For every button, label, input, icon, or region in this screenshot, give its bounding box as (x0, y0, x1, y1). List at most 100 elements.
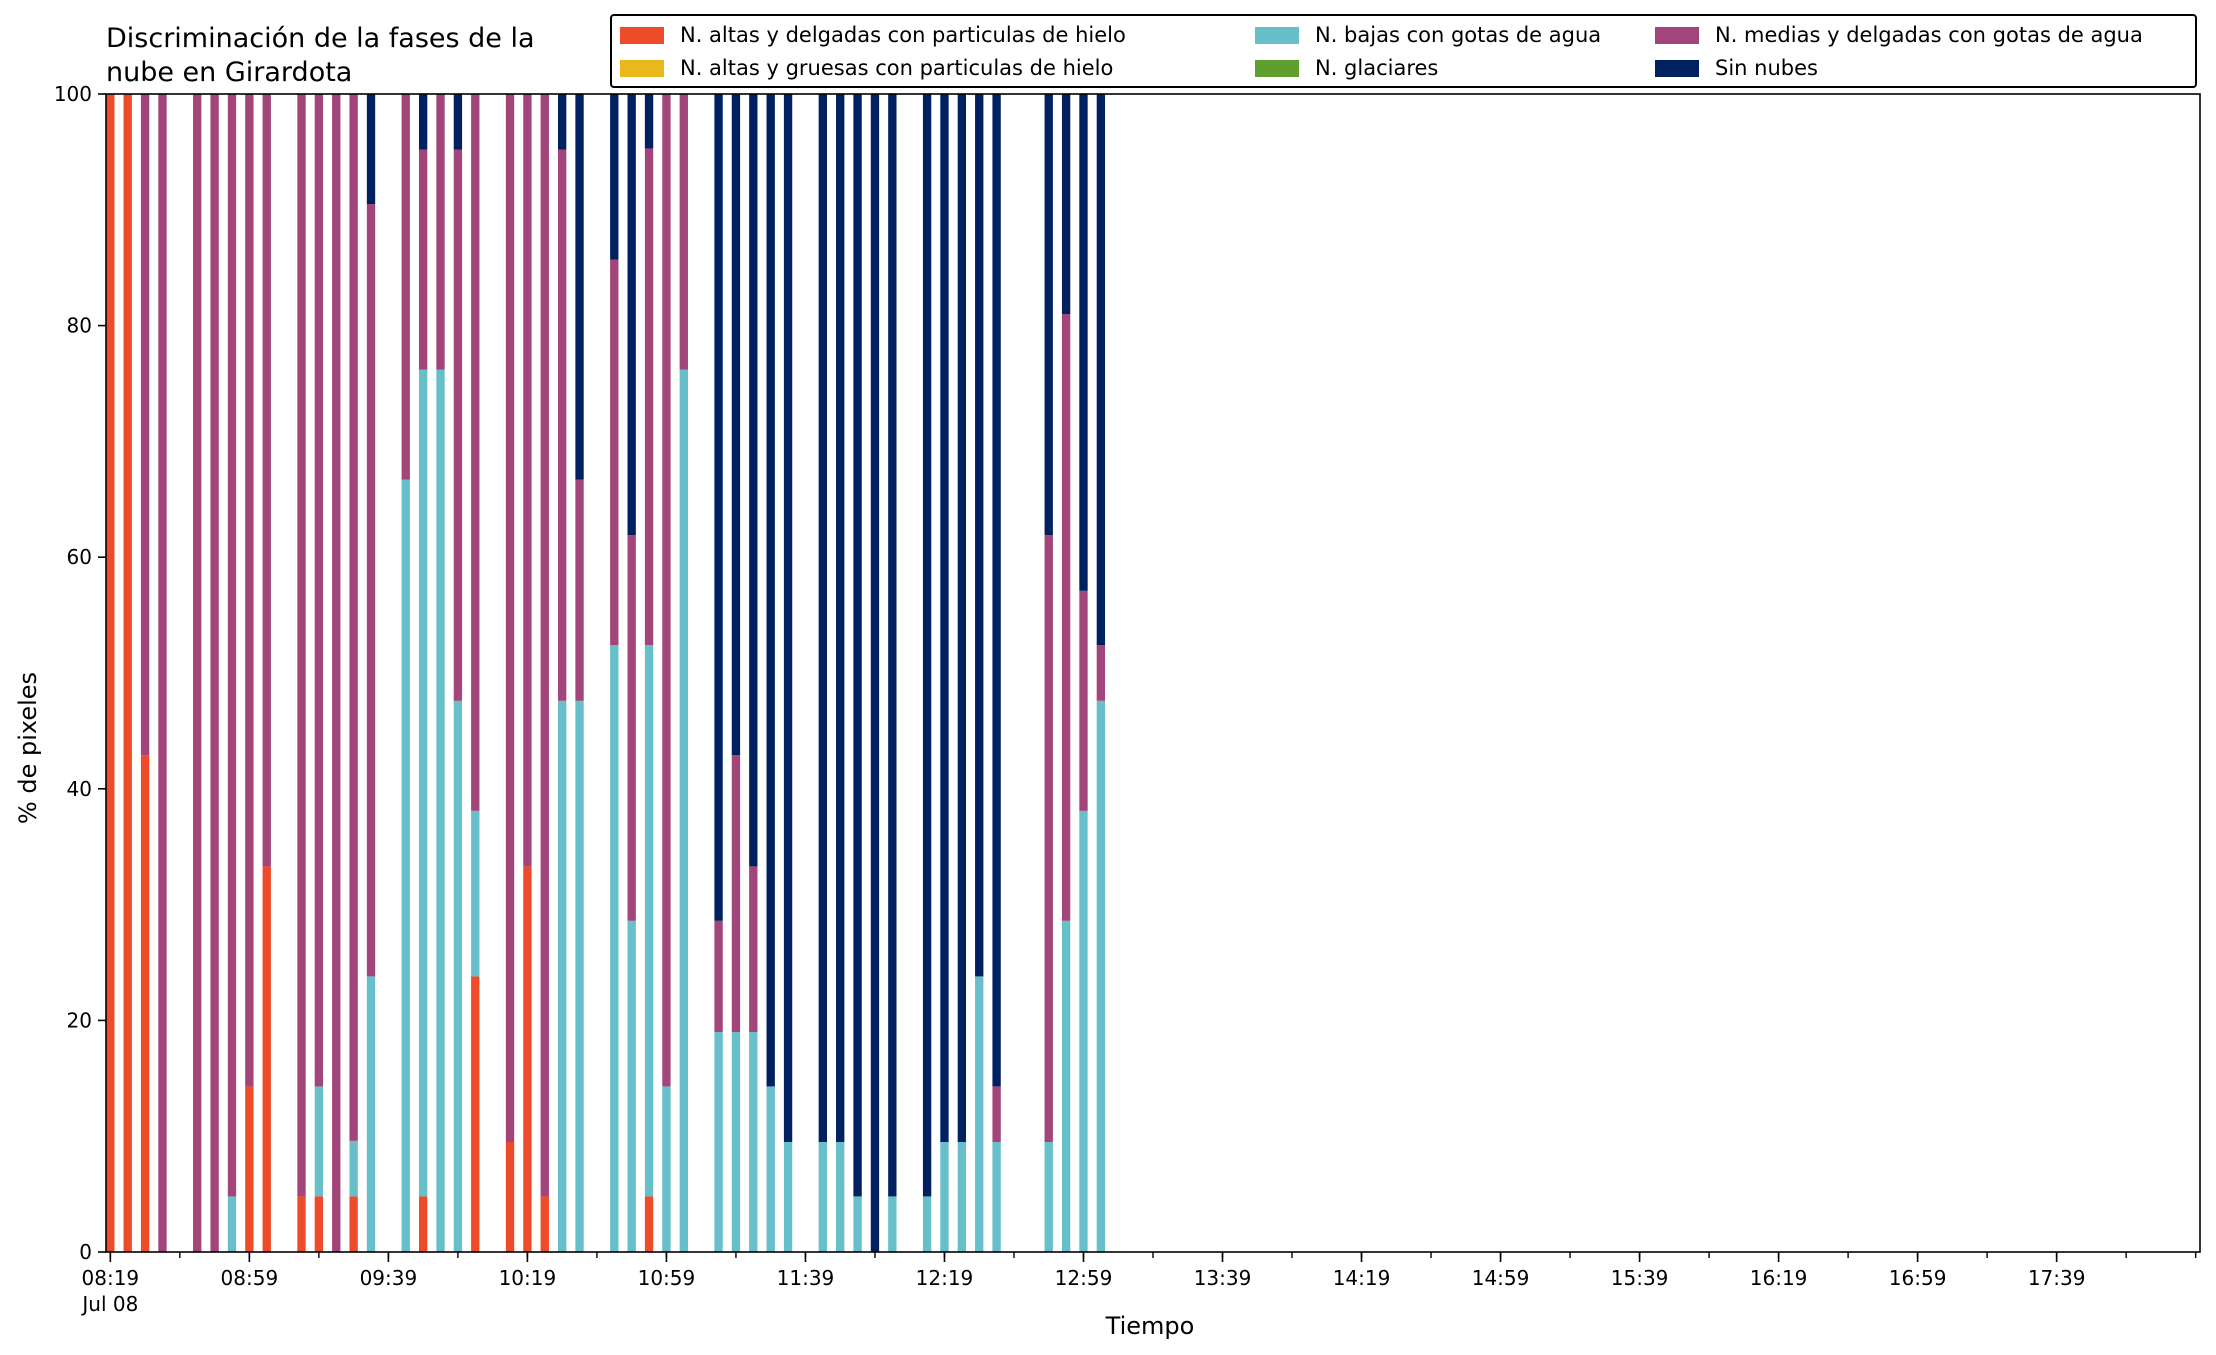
bar-segment-sin-nubes-1219 (940, 94, 949, 1142)
bar-segment-bajas-0919 (314, 1086, 324, 1197)
bar-segment-medias-1029 (557, 149, 567, 701)
legend-item-altas-gruesas: N. altas y gruesas con particulas de hie… (620, 53, 1113, 83)
bar-segment-bajas-1254 (1061, 920, 1071, 1252)
bar-segment-sin-nubes-1254 (1061, 94, 1071, 315)
bar-segment-sin-nubes-1234 (992, 94, 1001, 1087)
chart-title-line-1: Discriminación de la fases de la (106, 23, 535, 54)
bar-segment-bajas-1129 (766, 1086, 775, 1252)
bar-segment-altas-delgadas-0824 (123, 94, 132, 1252)
bar-segment-bajas-0954 (436, 369, 445, 1253)
bar-segment-medias-1104 (679, 94, 688, 370)
bar-segment-bajas-1059 (662, 1086, 671, 1252)
bar-segment-medias-1049 (627, 535, 636, 921)
chart-title: Discriminación de la fases de la nube en… (106, 22, 626, 90)
y-tick-label-80: 80 (67, 314, 92, 338)
x-tick-label-0819: 08:19 (82, 1266, 140, 1290)
bar-segment-sin-nubes-1044 (610, 94, 619, 260)
bar-segment-sin-nubes-1149 (836, 94, 845, 1142)
bar-segment-medias-0919 (314, 94, 324, 1087)
bar-segment-bajas-0929 (349, 1140, 358, 1197)
bar-segment-altas-delgadas-0829 (140, 755, 150, 1252)
legend-label-altas-gruesas: N. altas y gruesas con particulas de hie… (680, 56, 1114, 80)
bar-segment-sin-nubes-1304 (1096, 94, 1106, 646)
bar-segment-medias-0849 (210, 94, 219, 1252)
x-tick-label-1419: 14:19 (1333, 1266, 1391, 1290)
legend-swatch-sin-nubes (1655, 59, 1699, 77)
x-tick-label-1339: 13:39 (1194, 1266, 1252, 1290)
bar-segment-sin-nubes-1049 (627, 94, 636, 536)
legend-label-sin-nubes: Sin nubes (1715, 56, 1818, 80)
bar-segment-sin-nubes-1134 (783, 94, 793, 1142)
bar-segment-altas-delgadas-0904 (262, 866, 271, 1252)
bar-segment-sin-nubes-1114 (714, 94, 723, 921)
bar-segment-altas-delgadas-1054 (644, 1196, 654, 1252)
bar-segment-bajas-1219 (940, 1141, 949, 1252)
bar-segment-medias-1124 (749, 866, 758, 1032)
bar-segment-bajas-1124 (749, 1031, 758, 1252)
bar-segment-bajas-1029 (557, 700, 567, 1252)
chart-legend: N. altas y delgadas con particulas de hi… (610, 14, 2197, 88)
bar-segment-altas-delgadas-1014 (505, 1141, 515, 1252)
bar-segment-altas-delgadas-0919 (314, 1196, 324, 1252)
bar-segment-sin-nubes-1204 (888, 94, 897, 1197)
bar-segment-sin-nubes-0934 (366, 94, 376, 205)
bar-segment-sin-nubes-1214 (922, 94, 932, 1197)
bar-segment-bajas-1214 (922, 1196, 932, 1252)
bar-segment-bajas-1054 (644, 645, 654, 1197)
bar-segment-altas-delgadas-0859 (245, 1086, 254, 1252)
bar-segment-medias-0929 (349, 94, 358, 1141)
bar-segment-medias-0904 (262, 94, 271, 867)
bar-segment-sin-nubes-0949 (418, 94, 428, 150)
bar-segment-bajas-1114 (714, 1031, 723, 1252)
legend-item-sin-nubes: Sin nubes (1655, 53, 1818, 83)
y-tick-label-20: 20 (67, 1008, 92, 1032)
bar-segment-medias-1119 (731, 755, 741, 1032)
legend-label-medias: N. medias y delgadas con gotas de agua (1715, 23, 2143, 47)
bar-segment-medias-1114 (714, 920, 723, 1032)
bar-segment-medias-1254 (1061, 314, 1071, 921)
bar-segment-bajas-1149 (836, 1141, 845, 1252)
bar-segment-medias-1059 (662, 94, 671, 1087)
y-tick-label-100: 100 (54, 82, 92, 106)
bar-segment-medias-1234 (992, 1086, 1001, 1142)
bar-segment-medias-0834 (158, 94, 167, 1252)
x-tick-label-0859: 08:59 (221, 1266, 279, 1290)
bar-segment-bajas-0854 (227, 1196, 237, 1252)
x-tick-label-1139: 11:39 (777, 1266, 835, 1290)
bar-segment-medias-0859 (245, 94, 254, 1087)
bar-segment-bajas-1234 (992, 1141, 1001, 1252)
bar-segment-sin-nubes-1144 (818, 94, 827, 1142)
bar-segment-medias-1014 (505, 94, 515, 1142)
bar-segment-medias-1024 (540, 94, 549, 1197)
bar-segment-altas-delgadas-0949 (418, 1196, 428, 1252)
x-tick-label-1459: 14:59 (1472, 1266, 1530, 1290)
bar-segment-bajas-1144 (818, 1141, 827, 1252)
x-tick-label-1059: 10:59 (638, 1266, 696, 1290)
bar-segment-altas-delgadas-1024 (540, 1196, 549, 1252)
legend-label-bajas: N. bajas con gotas de agua (1315, 23, 1602, 47)
bar-segment-altas-delgadas-1004 (471, 976, 480, 1252)
legend-swatch-altas-delgadas (620, 26, 664, 44)
x-tick-label-1019: 10:19 (499, 1266, 557, 1290)
bar-segment-medias-1249 (1044, 535, 1053, 1142)
y-tick-label-0: 0 (79, 1240, 92, 1264)
bar-segment-medias-0944 (401, 94, 410, 480)
legend-item-altas-delgadas: N. altas y delgadas con particulas de hi… (620, 20, 1126, 50)
y-tick-label-60: 60 (67, 545, 92, 569)
bar-segment-medias-0934 (366, 204, 376, 977)
bar-segment-medias-1034 (575, 479, 584, 701)
x-tick-sublabel-date: Jul 08 (80, 1292, 138, 1316)
bar-segment-bajas-1049 (627, 920, 636, 1252)
bar-segment-bajas-1119 (731, 1031, 741, 1252)
legend-swatch-glaciares (1255, 59, 1299, 77)
bar-segment-sin-nubes-1154 (853, 94, 862, 1197)
y-tick-label-40: 40 (67, 777, 92, 801)
bar-segment-sin-nubes-1054 (644, 94, 654, 149)
bar-segment-sin-nubes-1259 (1079, 94, 1088, 591)
bar-segment-bajas-1004 (471, 810, 480, 977)
bar-segment-altas-delgadas-0914 (297, 1196, 306, 1252)
bar-segment-bajas-1154 (853, 1196, 862, 1252)
bar-segment-bajas-1044 (610, 645, 619, 1252)
bar-segment-sin-nubes-1159 (870, 94, 880, 1252)
legend-item-glaciares: N. glaciares (1255, 53, 1438, 83)
